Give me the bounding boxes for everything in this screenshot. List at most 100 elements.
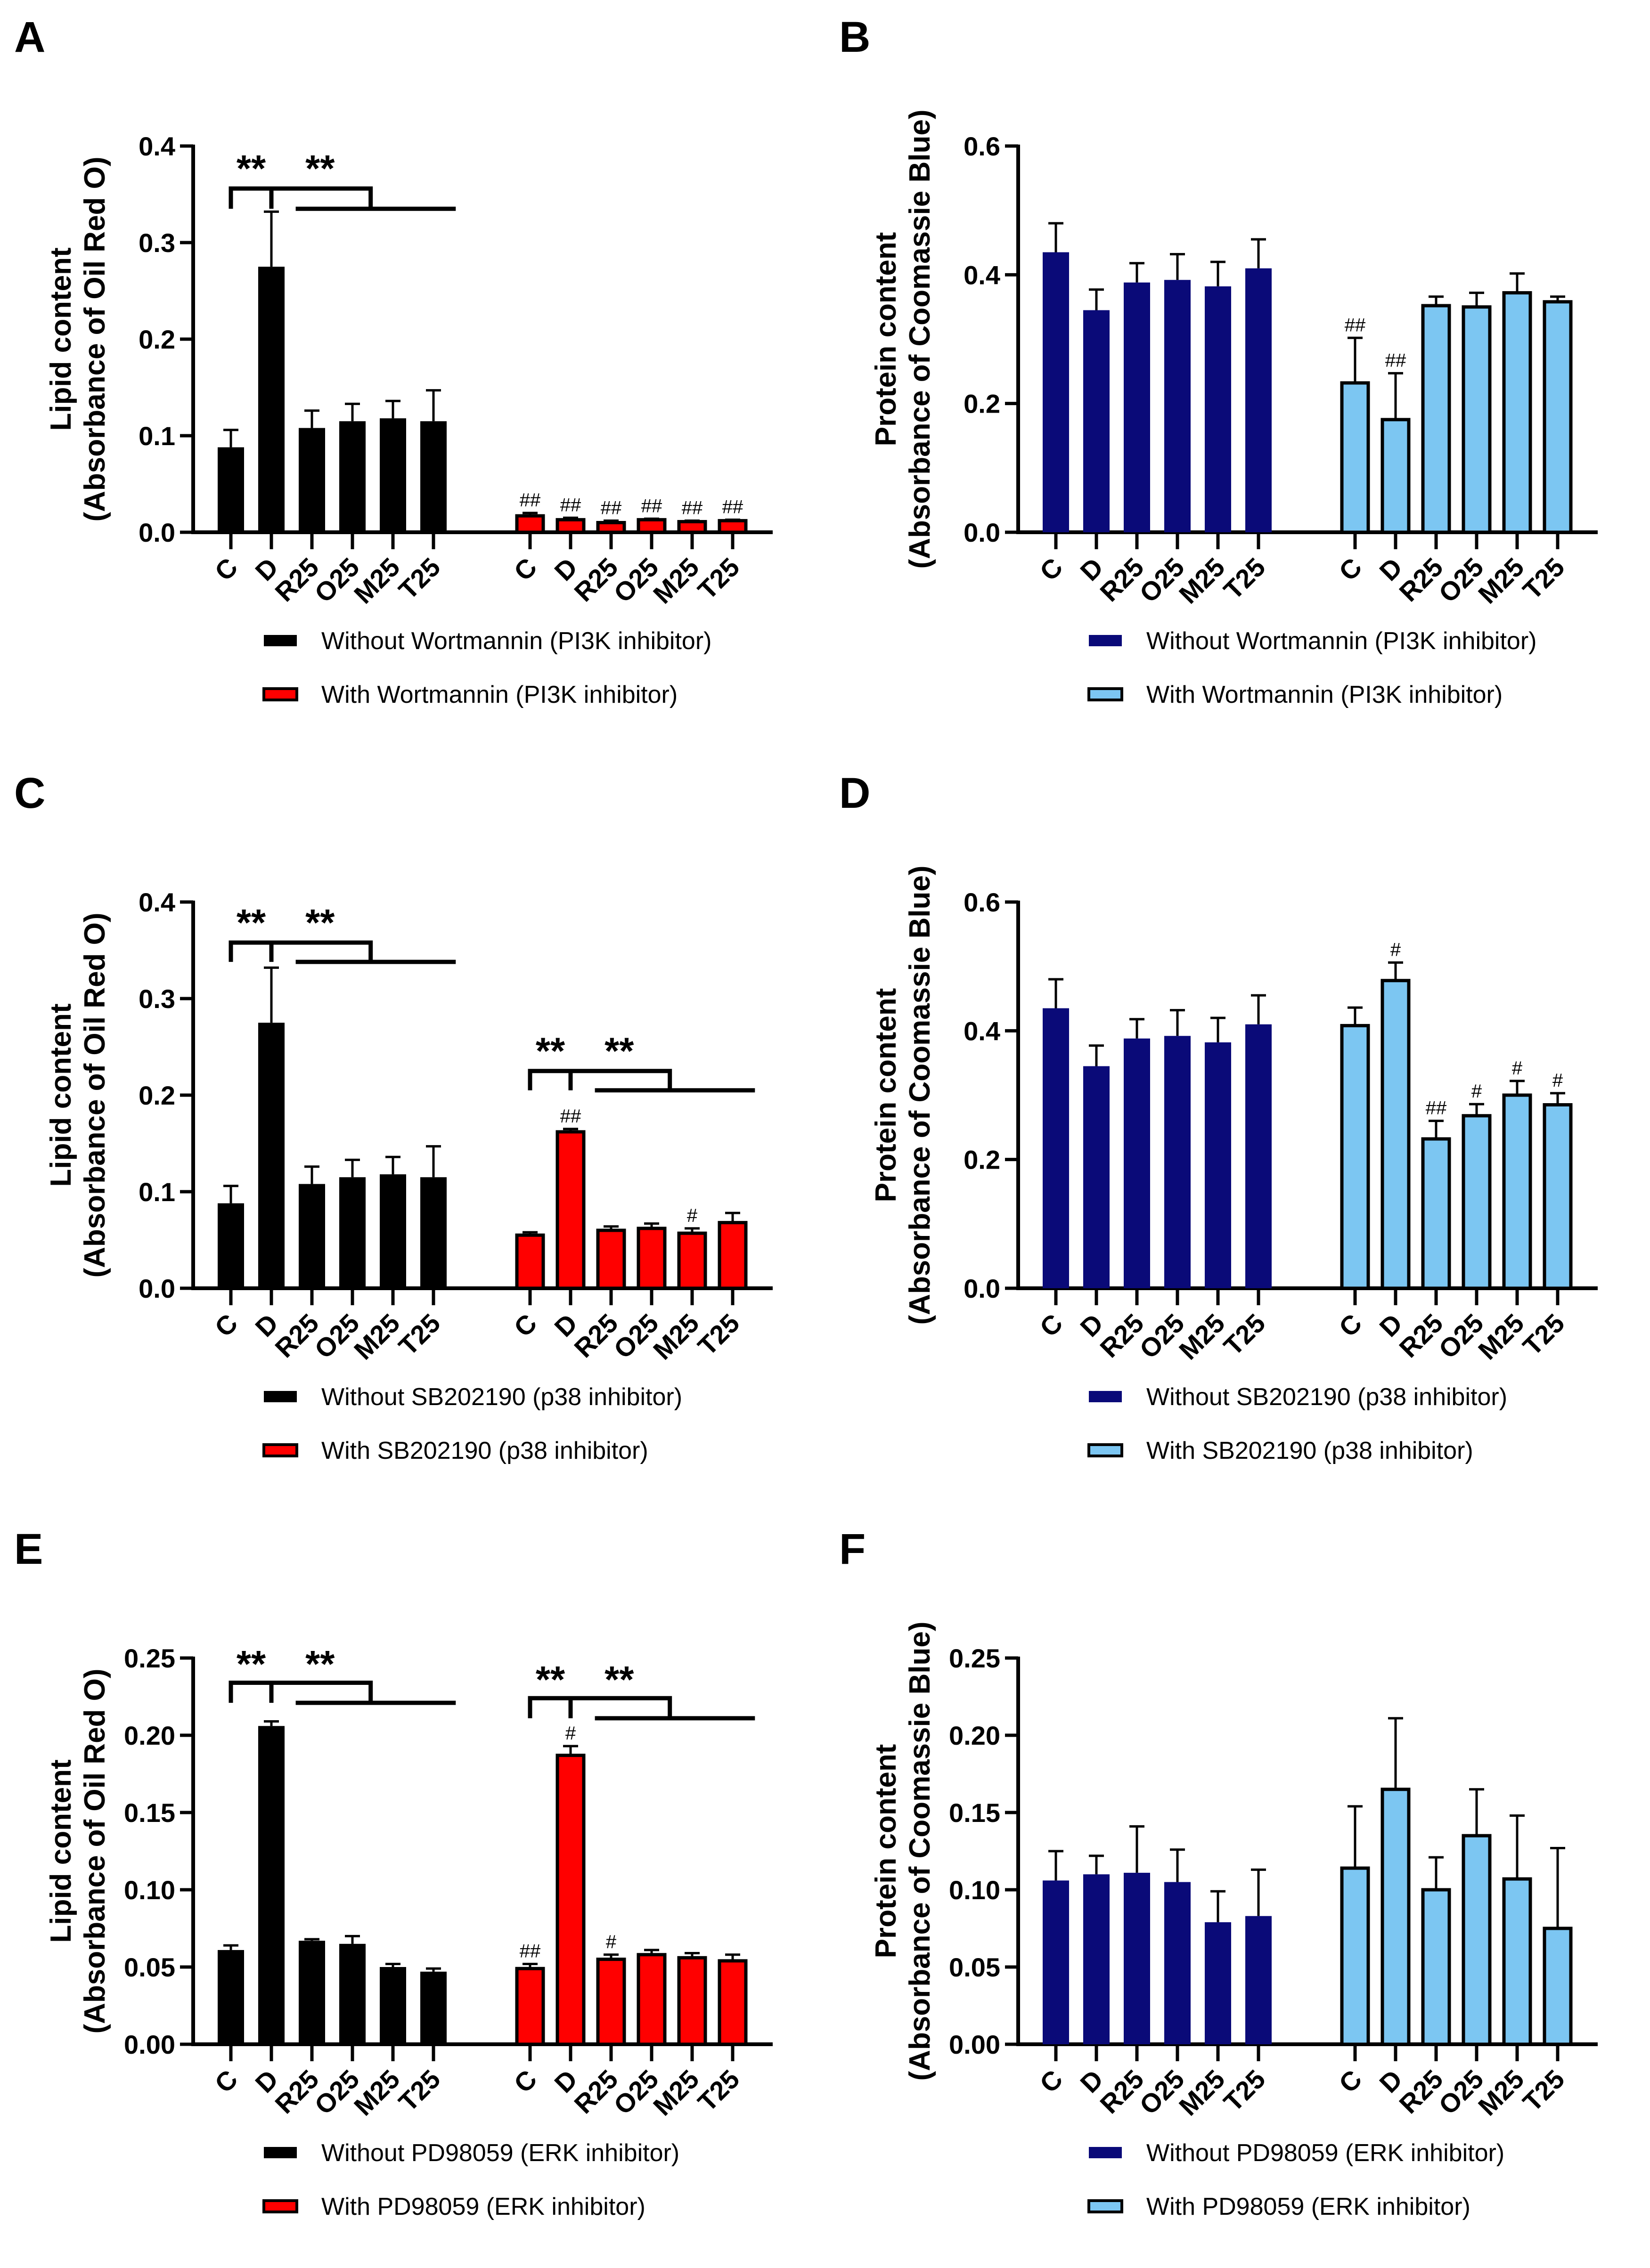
y-axis-title: (Absorbance of Coomassie Blue) <box>904 866 936 1325</box>
panel-f: F Protein content (Absorbance of Coomassie… <box>825 1512 1650 2268</box>
legend-label: With SB202190 (p38 inhibitor) <box>1146 1437 1473 1464</box>
panel-letter: C <box>14 769 45 817</box>
bar <box>718 1221 748 1290</box>
bar <box>380 418 406 532</box>
legend-swatch <box>262 2199 298 2213</box>
significance-stars: ** <box>604 1658 634 1700</box>
significance-mark: ## <box>560 1106 581 1127</box>
bar <box>1421 1888 1451 2046</box>
significance-stars: ** <box>604 1030 634 1072</box>
y-tick-label: 0.1 <box>139 1177 175 1207</box>
y-tick-label: 0.0 <box>139 518 175 547</box>
legend-label: With PD98059 (ERK inhibitor) <box>321 2193 645 2220</box>
legend-swatch <box>264 2147 297 2158</box>
x-tick-label: T25 <box>1218 552 1271 605</box>
bar <box>677 1231 707 1290</box>
y-axis-title: Protein content <box>870 1744 902 1959</box>
x-tick-label: C <box>1333 2064 1367 2098</box>
bar <box>1380 418 1411 534</box>
significance-mark: ## <box>1345 315 1366 335</box>
bar <box>1380 1788 1411 2046</box>
bar <box>258 267 285 532</box>
bar <box>218 1950 244 2044</box>
bar <box>1043 1008 1069 1288</box>
panel-e: E Lipid content (Absorbance of Oil Red O) 0… <box>0 1512 825 2268</box>
bar <box>637 1953 667 2046</box>
chart-e: E Lipid content (Absorbance of Oil Red O) 0… <box>14 1525 773 2220</box>
y-tick-label: 0.20 <box>124 1721 175 1750</box>
bar <box>515 1233 545 1290</box>
x-tick-label: C <box>1034 2064 1068 2098</box>
bar <box>1543 1103 1573 1290</box>
y-tick-label: 0.05 <box>124 1952 175 1982</box>
significance-stars: ** <box>536 1658 565 1700</box>
x-tick-label: T25 <box>1517 2064 1570 2117</box>
bar <box>380 1174 406 1288</box>
significance-stars: ** <box>536 1030 565 1072</box>
legend-label: Without SB202190 (p38 inhibitor) <box>321 1383 682 1411</box>
bar <box>1462 1114 1492 1290</box>
bar <box>1543 300 1573 534</box>
y-tick-label: 0.2 <box>964 1145 1000 1175</box>
bar <box>1340 381 1370 534</box>
bar <box>555 518 586 534</box>
bar <box>596 1228 626 1290</box>
y-tick-label: 0.10 <box>124 1875 175 1905</box>
bar <box>1043 252 1069 532</box>
panel-c: C Lipid content (Absorbance of Oil Red O) 0… <box>0 756 825 1512</box>
significance-mark: # <box>1512 1058 1523 1079</box>
significance-mark: ## <box>641 496 662 516</box>
y-tick-label: 0.2 <box>139 325 175 354</box>
x-tick-label: C <box>1034 1308 1068 1342</box>
chart-a: A Lipid content (Absorbance of Oil Red O) 0… <box>14 13 773 708</box>
bar <box>637 518 667 534</box>
bar <box>1124 1872 1150 2044</box>
bar <box>1462 305 1492 534</box>
bar <box>299 1941 325 2044</box>
significance-mark: # <box>606 1932 617 1952</box>
significance-mark: # <box>565 1723 576 1744</box>
bar <box>1421 1137 1451 1290</box>
bar <box>1380 979 1411 1290</box>
bar <box>1164 1882 1191 2044</box>
bar <box>299 428 325 532</box>
legend-label: Without PD98059 (ERK inhibitor) <box>1146 2139 1504 2167</box>
y-tick-label: 0.4 <box>139 131 175 161</box>
panel-letter: D <box>839 769 870 817</box>
x-tick-label: T25 <box>692 552 745 605</box>
bar <box>1340 1866 1370 2046</box>
panel-d: D Protein content (Absorbance of Coomassie… <box>825 756 1650 1512</box>
bar <box>339 421 366 532</box>
significance-bracket <box>528 1069 672 1090</box>
significance-mark: ## <box>682 497 703 518</box>
y-axis-title: (Absorbance of Oil Red O) <box>79 912 111 1277</box>
legend-swatch <box>264 635 297 646</box>
bar <box>339 1177 366 1288</box>
significance-mark: # <box>1390 939 1401 960</box>
panel-letter: E <box>14 1525 43 1573</box>
y-tick-label: 0.6 <box>964 131 1000 161</box>
bar <box>258 1023 285 1288</box>
legend-swatch <box>264 1391 297 1402</box>
x-tick-label: C <box>1034 552 1068 586</box>
y-tick-label: 0.00 <box>124 2030 175 2059</box>
significance-stars: ** <box>305 1643 335 1685</box>
legend-swatch <box>1087 687 1123 701</box>
x-tick-label: T25 <box>1218 2064 1271 2117</box>
legend-swatch <box>1087 2199 1123 2213</box>
significance-mark: ## <box>601 497 622 518</box>
bar <box>637 1227 667 1290</box>
legend-label: Without Wortmannin (PI3K inhibitor) <box>321 627 711 655</box>
panel-letter: B <box>839 13 870 61</box>
y-tick-label: 0.2 <box>964 389 1000 419</box>
y-tick-label: 0.05 <box>949 1952 1000 1982</box>
significance-mark: ## <box>520 490 541 511</box>
legend-label: With Wortmannin (PI3K inhibitor) <box>321 681 678 708</box>
x-tick-label: C <box>1333 1308 1367 1342</box>
panel-letter: A <box>14 13 45 61</box>
bar <box>596 521 626 534</box>
bar <box>1340 1024 1370 1290</box>
significance-bracket <box>229 1680 373 1703</box>
y-tick-label: 0.0 <box>964 1274 1000 1303</box>
significance-bracket <box>528 1696 672 1718</box>
